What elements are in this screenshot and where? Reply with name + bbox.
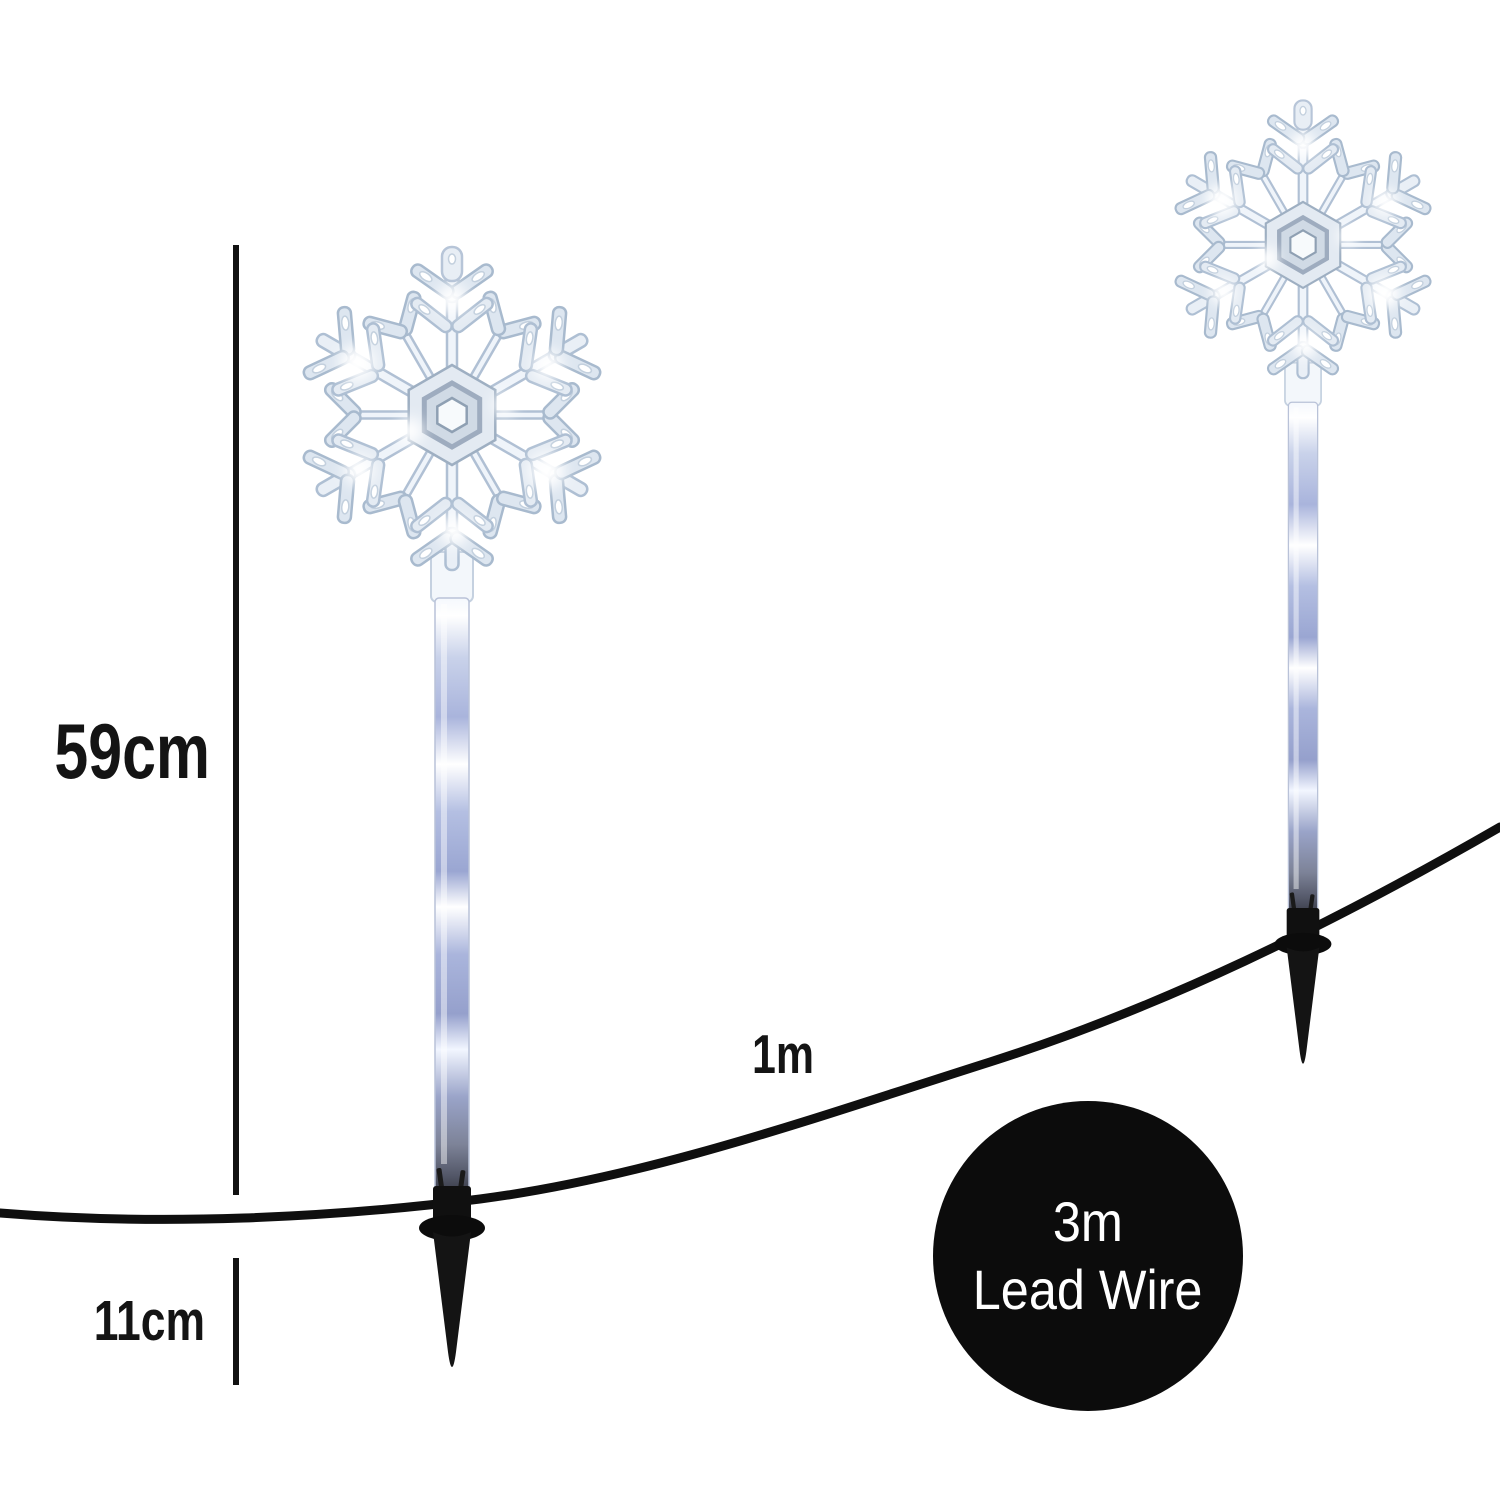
stake-height-label: 59cm: [54, 707, 210, 795]
spike-length-label: 11cm: [93, 1289, 205, 1353]
snowflake-stake-light-1: [296, 247, 608, 1367]
stake-spacing-label: 1m: [751, 1023, 815, 1085]
height-dimension-line: [233, 245, 239, 1195]
lead-wire-cable: [0, 822, 1500, 1224]
badge-length-text: 3m: [1052, 1189, 1124, 1253]
spike-dimension-line: [233, 1258, 239, 1385]
lead-wire-badge: 3m Lead Wire: [933, 1101, 1243, 1411]
snowflake-stake-light-2: [1169, 100, 1437, 1063]
badge-caption-text: Lead Wire: [973, 1258, 1203, 1321]
